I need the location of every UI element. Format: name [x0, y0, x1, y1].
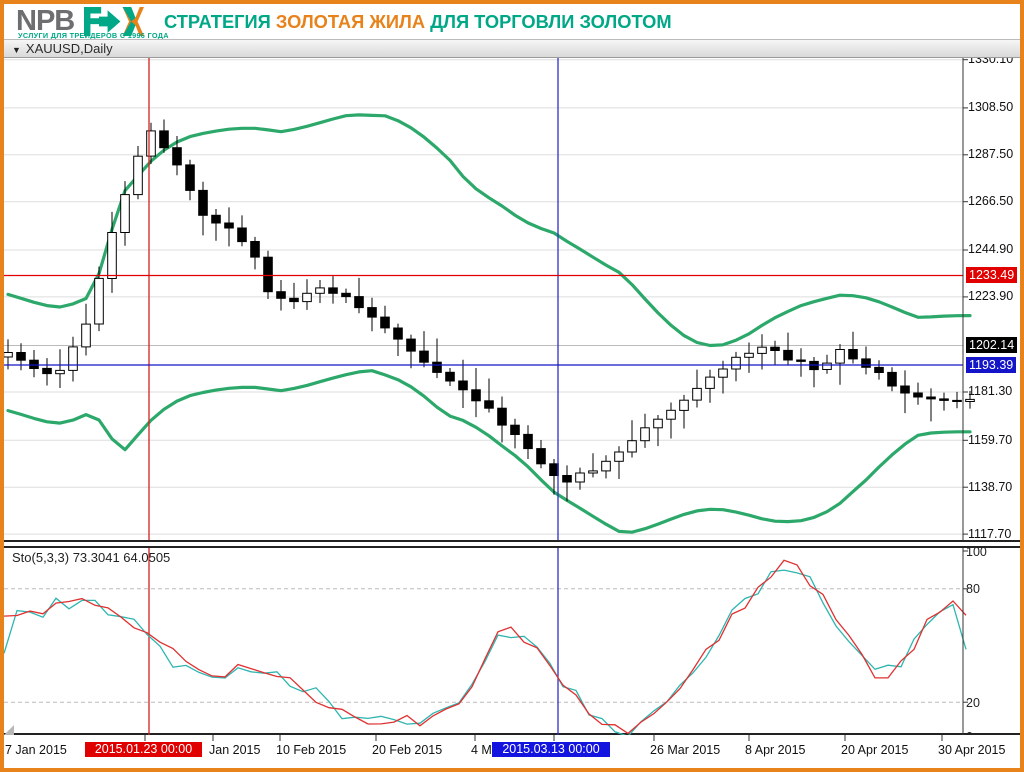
svg-text:Sto(5,3,3) 73.3041 64.0505: Sto(5,3,3) 73.3041 64.0505: [12, 550, 170, 565]
